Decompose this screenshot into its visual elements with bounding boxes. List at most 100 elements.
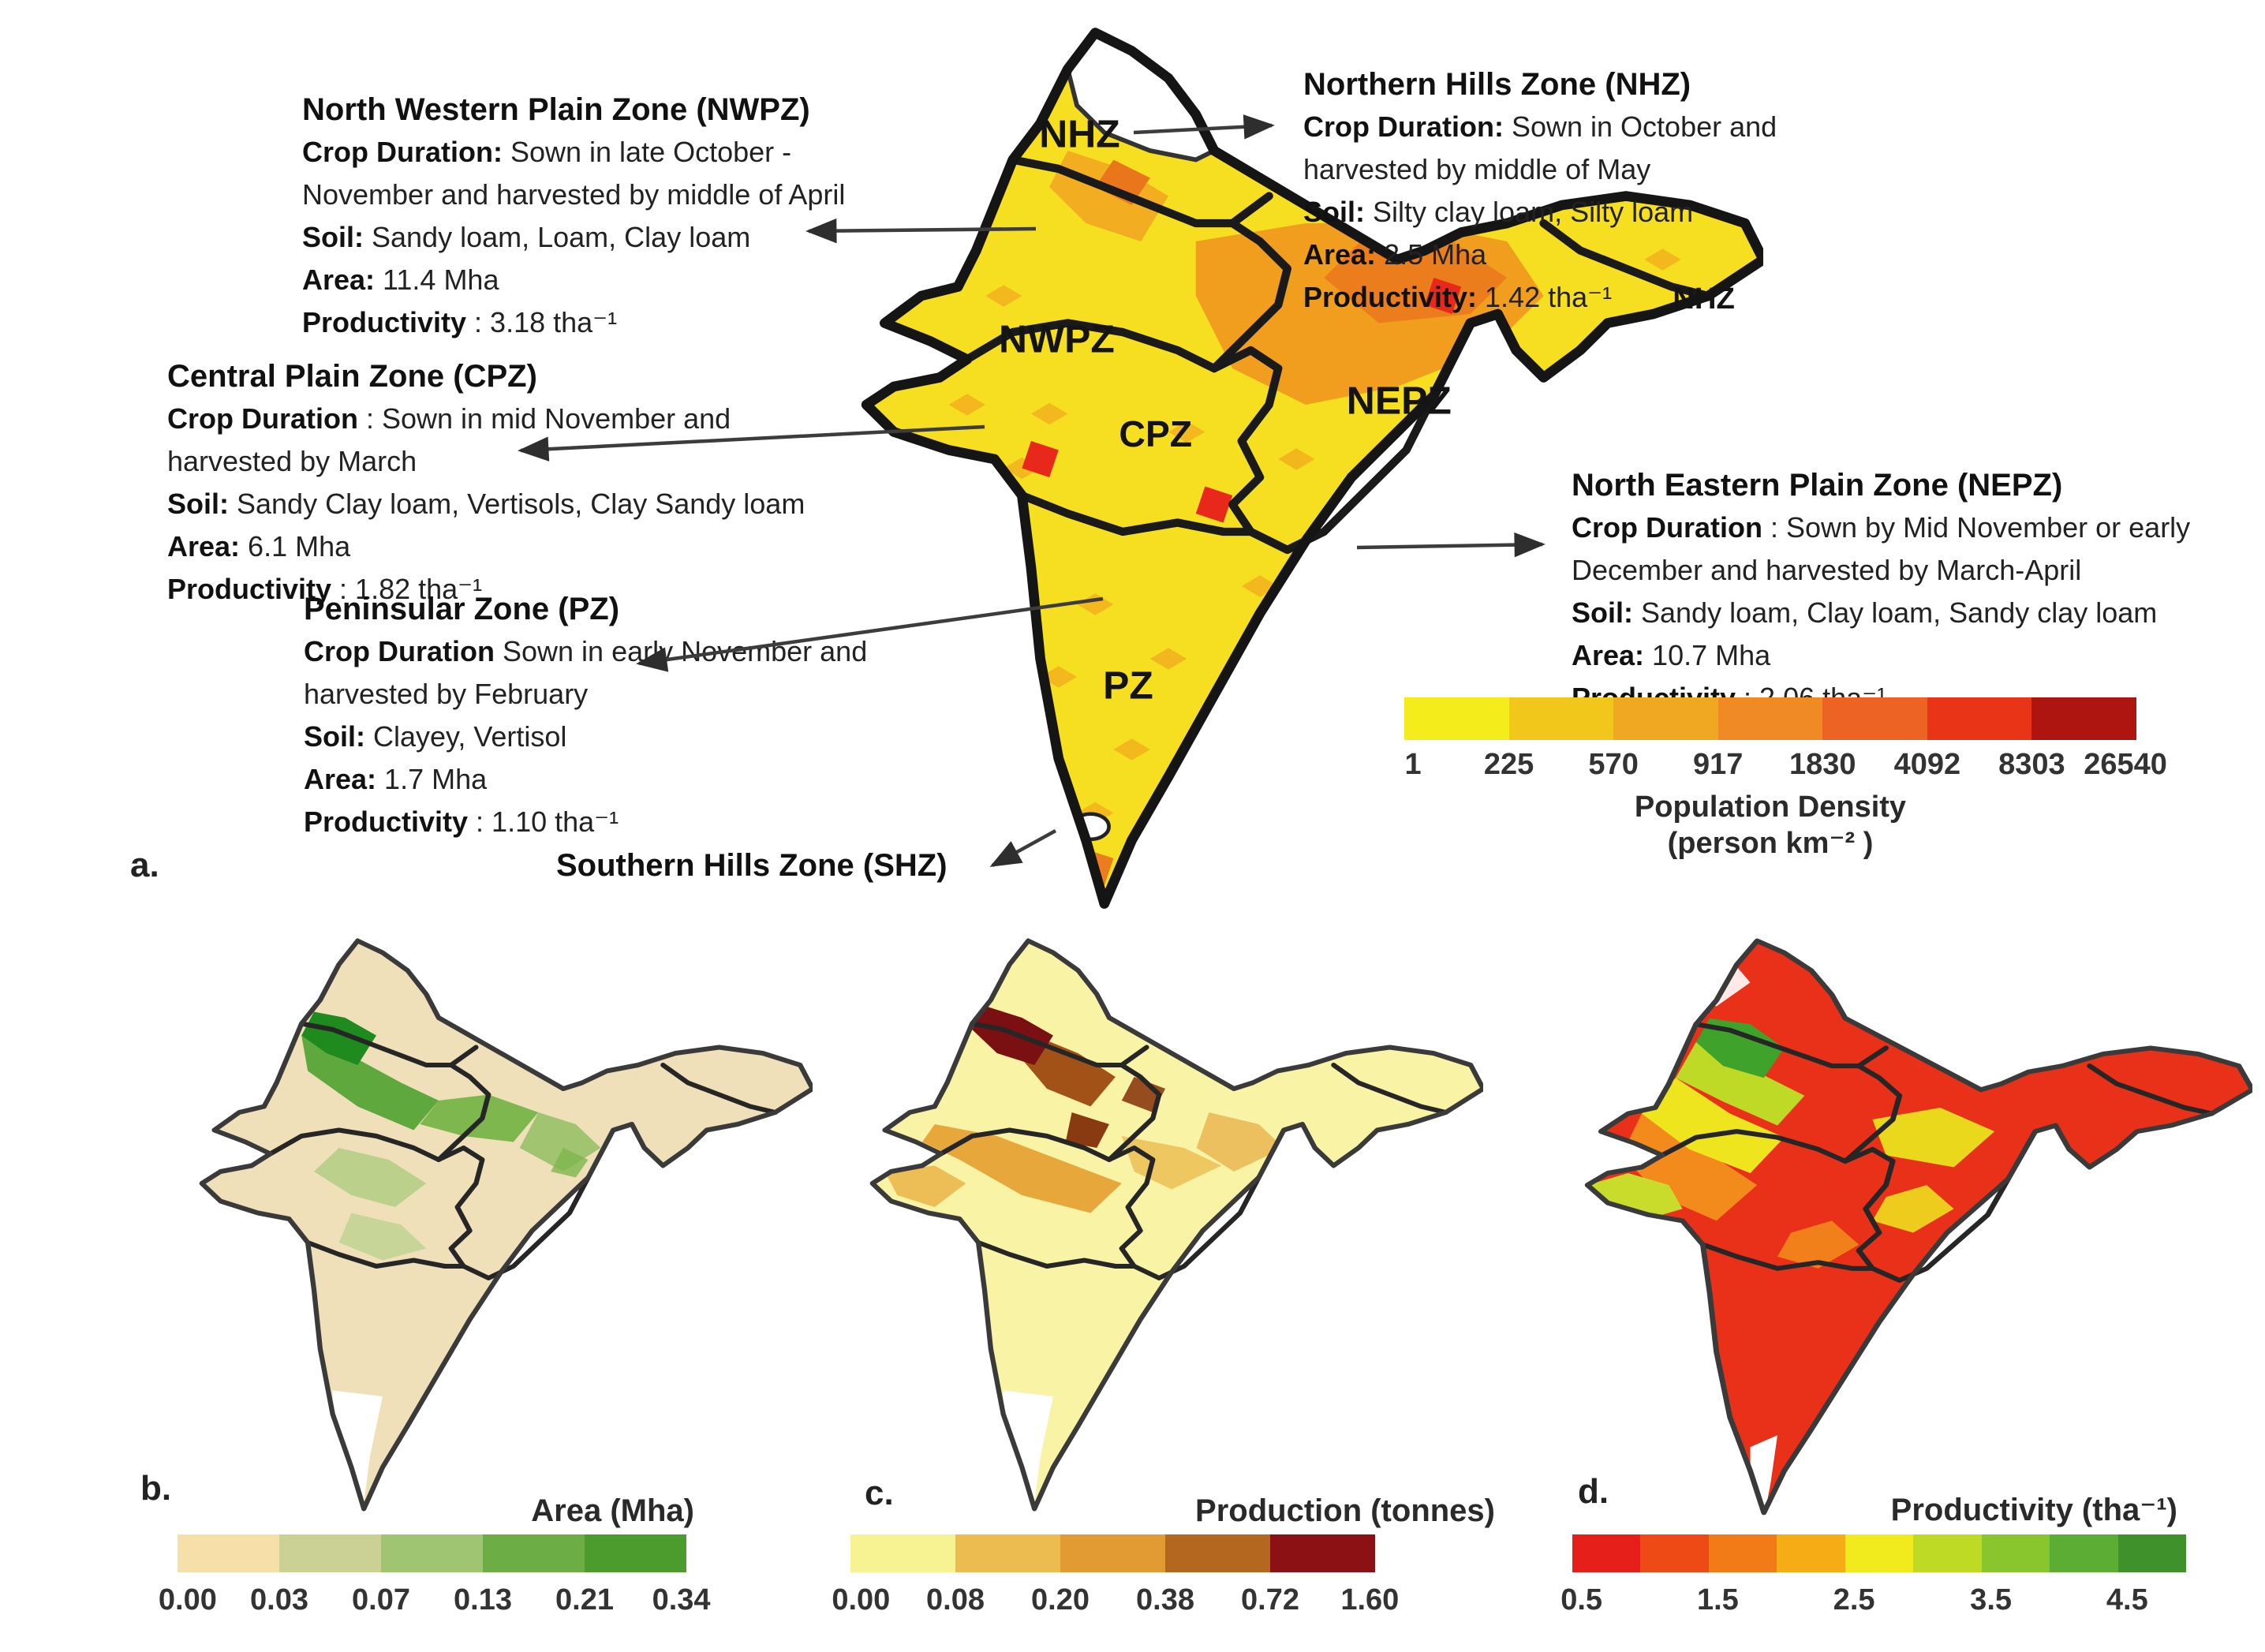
tick: 917	[1693, 748, 1744, 781]
callout-nwpz-crop: Crop Duration: Sown in late October - No…	[302, 136, 846, 211]
map-label-cpz: CPZ	[1119, 413, 1192, 454]
panel-d-label: d.	[1578, 1472, 1609, 1511]
tick: 1.60	[1340, 1583, 1400, 1616]
legend-area-title: Area (Mha)	[531, 1493, 694, 1528]
callout-nwpz-title: North Western Plain Zone (NWPZ)	[302, 92, 810, 127]
map-productivity	[1574, 935, 2252, 1531]
legend-production: 0.00 0.08 0.20 0.38 0.72 1.60	[832, 1534, 1399, 1629]
callout-nepz-crop: Crop Duration : Sown by Mid November or …	[1572, 511, 2191, 586]
map-label-nwpz: NWPZ	[999, 316, 1115, 361]
tick: 1.5	[1696, 1583, 1739, 1616]
legend-area-bar	[178, 1534, 686, 1572]
legend-area: 0.00 0.03 0.07 0.13 0.21 0.34	[159, 1534, 711, 1629]
tick: 0.72	[1241, 1583, 1299, 1616]
legend-population-title: Population Density	[1634, 790, 1907, 824]
tick: 0.00	[158, 1583, 217, 1616]
swatch	[178, 1534, 279, 1572]
callout-nepz-title: North Eastern Plain Zone (NEPZ)	[1572, 468, 2063, 503]
tick: 0.38	[1136, 1583, 1194, 1616]
callout-pz-soil: Soil: Clayey, Vertisol	[304, 720, 567, 753]
tick: 0.00	[832, 1583, 891, 1616]
swatch	[2117, 1534, 2186, 1572]
swatch	[1640, 1534, 1709, 1572]
swatch	[1270, 1534, 1375, 1572]
tick: 1	[1404, 748, 1422, 781]
tick: 570	[1588, 748, 1639, 781]
tick: 0.5	[1560, 1583, 1603, 1616]
callout-nhz-crop: Crop Duration: Sown in October and harve…	[1303, 110, 1777, 185]
callout-nhz-soil: Soil: Silty clay loam, Silty loam	[1303, 196, 1694, 228]
map-label-nhz: NHZ	[1039, 112, 1120, 156]
swatch	[1913, 1534, 1982, 1572]
callout-pz-prod: Productivity : 1.10 tha⁻¹	[304, 805, 619, 838]
callout-cpz: Central Plain Zone (CPZ) Crop Duration :…	[167, 355, 830, 611]
tick: 2.5	[1833, 1583, 1875, 1616]
tick: 0.21	[555, 1583, 614, 1616]
callout-nepz-soil: Soil: Sandy loam, Clay loam, Sandy clay …	[1572, 596, 2158, 629]
legend-population-units: (person km⁻² )	[1667, 827, 1874, 860]
swatch	[2031, 697, 2137, 740]
map-production	[860, 935, 1483, 1527]
callout-nwpz-prod: Productivity : 3.18 tha⁻¹	[302, 306, 618, 338]
legend-population-bar	[1404, 697, 2137, 740]
callout-cpz-crop: Crop Duration : Sown in mid November and…	[167, 402, 731, 477]
main-map-population-density: NHZ NWPZ CPZ NEPZ PZ NHZ	[848, 24, 1763, 931]
tick: 225	[1483, 748, 1534, 781]
tick: 3.5	[1970, 1583, 2013, 1616]
tick: 0.20	[1031, 1583, 1090, 1616]
callout-cpz-soil: Soil: Sandy Clay loam, Vertisols, Clay S…	[167, 488, 805, 520]
map-label-nhz-northeast: NHZ	[1673, 282, 1735, 316]
legend-population-density: 1 225 570 917 1830 4092 8303 26540 Popul…	[1404, 697, 2167, 860]
callout-nwpz: North Western Plain Zone (NWPZ) Crop Dur…	[302, 88, 918, 344]
callout-cpz-prod: Productivity : 1.82 tha⁻¹	[167, 573, 483, 605]
callout-nhz: Northern Hills Zone (NHZ) Crop Duration:…	[1303, 63, 1879, 319]
legend-productivity: 0.5 1.5 2.5 3.5 4.5	[1560, 1534, 2186, 1629]
map-label-nepz: NEPZ	[1347, 379, 1452, 423]
callout-pz-title: Peninsular Zone (PZ)	[304, 592, 620, 626]
callout-nwpz-soil: Soil: Sandy loam, Loam, Clay loam	[302, 221, 751, 253]
tick: 4092	[1893, 748, 1961, 781]
callout-cpz-title: Central Plain Zone (CPZ)	[167, 359, 537, 394]
panel-a-label: a.	[130, 846, 159, 884]
tick: 4.5	[2106, 1583, 2148, 1616]
tick: 0.08	[926, 1583, 985, 1616]
callout-pz-area: Area: 1.7 Mha	[304, 763, 488, 795]
swatch	[955, 1534, 1060, 1572]
map-area	[189, 935, 813, 1527]
swatch	[279, 1534, 381, 1572]
map-label-pz: PZ	[1103, 663, 1153, 708]
tick: 26540	[2084, 748, 2167, 781]
swatch	[850, 1534, 955, 1572]
panel-c-label: c.	[865, 1474, 894, 1512]
legend-production-bar	[850, 1534, 1375, 1572]
callout-pz: Peninsular Zone (PZ) Crop Duration Sown …	[304, 588, 935, 843]
callout-nwpz-area: Area: 11.4 Mha	[302, 263, 499, 296]
tick: 0.34	[652, 1583, 711, 1616]
swatch	[1845, 1534, 1914, 1572]
callout-cpz-area: Area: 6.1 Mha	[167, 530, 351, 563]
callout-nhz-title: Northern Hills Zone (NHZ)	[1303, 67, 1691, 102]
swatch	[1060, 1534, 1165, 1572]
swatch	[585, 1534, 686, 1572]
swatch	[2050, 1534, 2118, 1572]
callout-nepz: North Eastern Plain Zone (NEPZ) Crop Dur…	[1572, 464, 2195, 719]
swatch	[1981, 1534, 2050, 1572]
tick: 0.07	[352, 1583, 410, 1616]
callout-nhz-prod: Productivity: 1.42 tha⁻¹	[1303, 281, 1613, 313]
tick: 8303	[1998, 748, 2065, 781]
tick: 1830	[1788, 748, 1856, 781]
swatch	[1613, 697, 1718, 740]
swatch	[1708, 1534, 1777, 1572]
callout-pz-crop: Crop Duration Sown in early November and…	[304, 635, 868, 710]
swatch	[1777, 1534, 1845, 1572]
swatch	[1165, 1534, 1270, 1572]
swatch	[1717, 697, 1823, 740]
panel-b-label: b.	[140, 1469, 172, 1508]
swatch	[483, 1534, 585, 1572]
swatch	[1508, 697, 1614, 740]
swatch	[1572, 1534, 1641, 1572]
swatch	[1822, 697, 1927, 740]
swatch	[381, 1534, 483, 1572]
shz-callout-label: Southern Hills Zone (SHZ)	[556, 848, 947, 883]
